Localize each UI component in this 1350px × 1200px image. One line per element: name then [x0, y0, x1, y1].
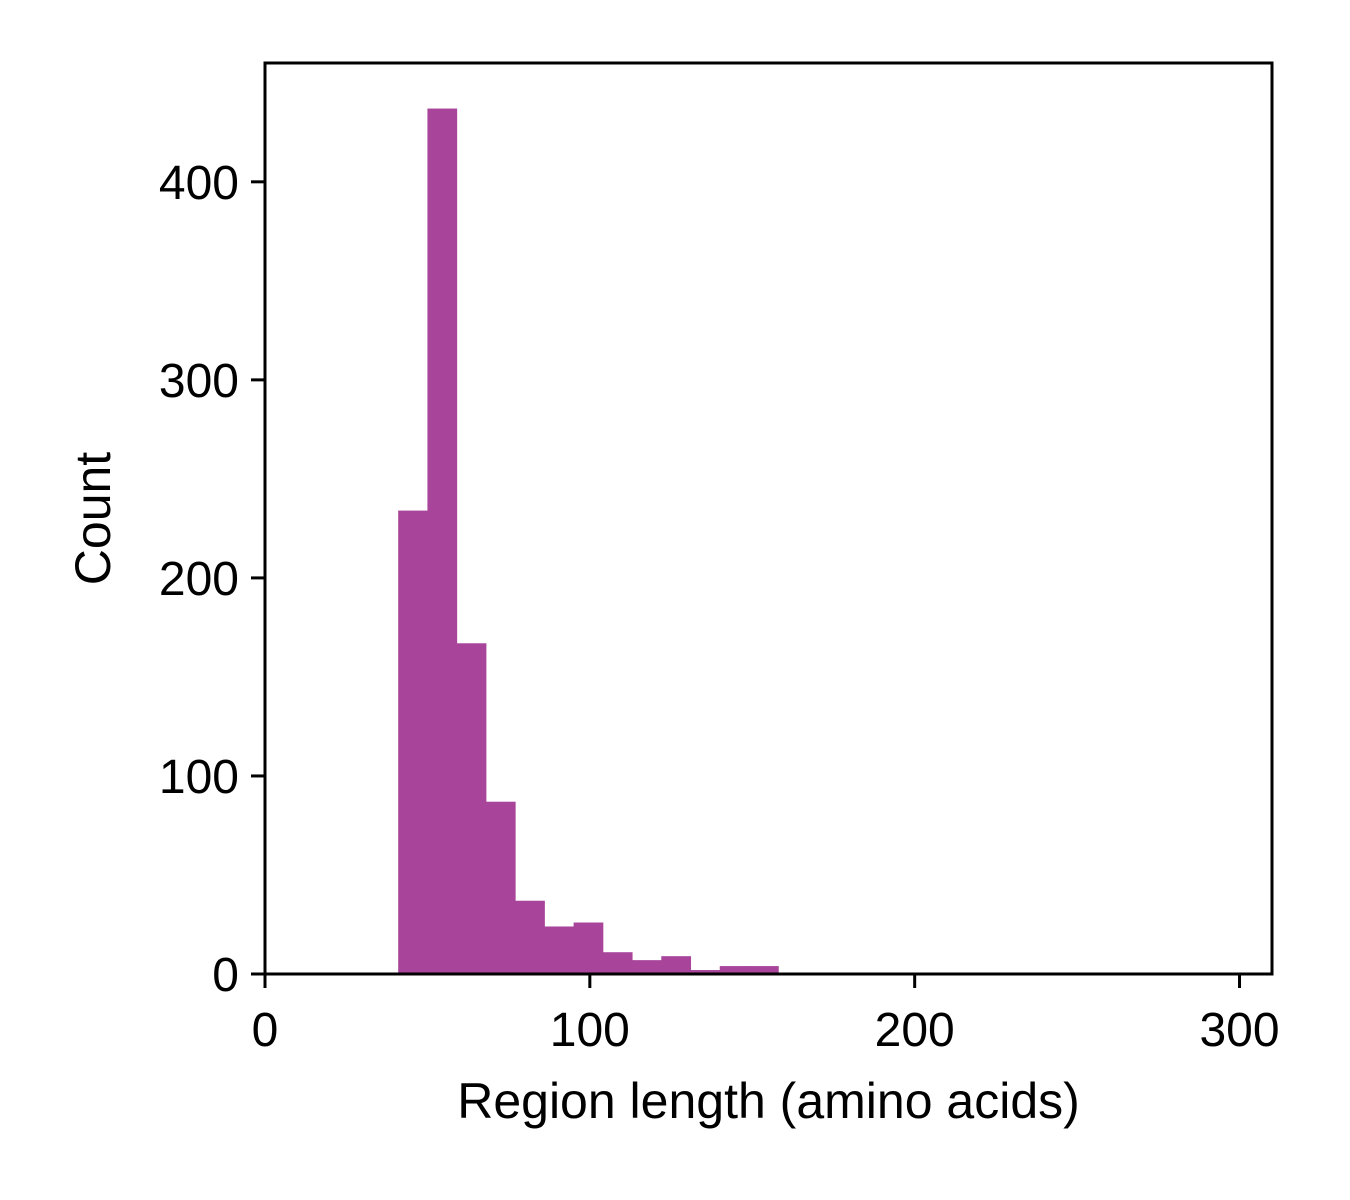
x-axis-label: Region length (amino acids) — [457, 1073, 1080, 1129]
histogram-bar — [749, 966, 779, 974]
x-tick-label: 100 — [550, 1004, 630, 1057]
histogram-bar — [690, 970, 721, 974]
y-axis: 0 100 200 300 400 — [159, 157, 265, 1002]
histogram-bar — [515, 900, 545, 974]
x-tick-label: 0 — [252, 1004, 279, 1057]
histogram-bar — [719, 966, 750, 974]
plot-frame — [263, 61, 1274, 976]
histogram-bar — [602, 952, 633, 974]
x-axis: 0 100 200 300 — [252, 974, 1280, 1057]
histogram-bar — [632, 960, 662, 974]
bars-group — [398, 108, 779, 975]
histogram-bar — [661, 956, 692, 974]
y-tick-label: 200 — [159, 553, 239, 606]
y-tick-label: 0 — [212, 949, 239, 1002]
histogram-bar — [427, 108, 458, 975]
histogram-bar — [544, 926, 575, 974]
x-tick-label: 300 — [1199, 1004, 1279, 1057]
y-tick-label: 100 — [159, 751, 239, 804]
y-axis-label: Count — [65, 452, 121, 586]
histogram-bar — [398, 510, 428, 974]
histogram-bar — [485, 801, 516, 974]
x-tick-label: 200 — [875, 1004, 955, 1057]
y-tick-label: 400 — [159, 157, 239, 210]
y-tick-label: 300 — [159, 355, 239, 408]
histogram-bar — [573, 922, 604, 974]
histogram-bar — [456, 643, 487, 974]
